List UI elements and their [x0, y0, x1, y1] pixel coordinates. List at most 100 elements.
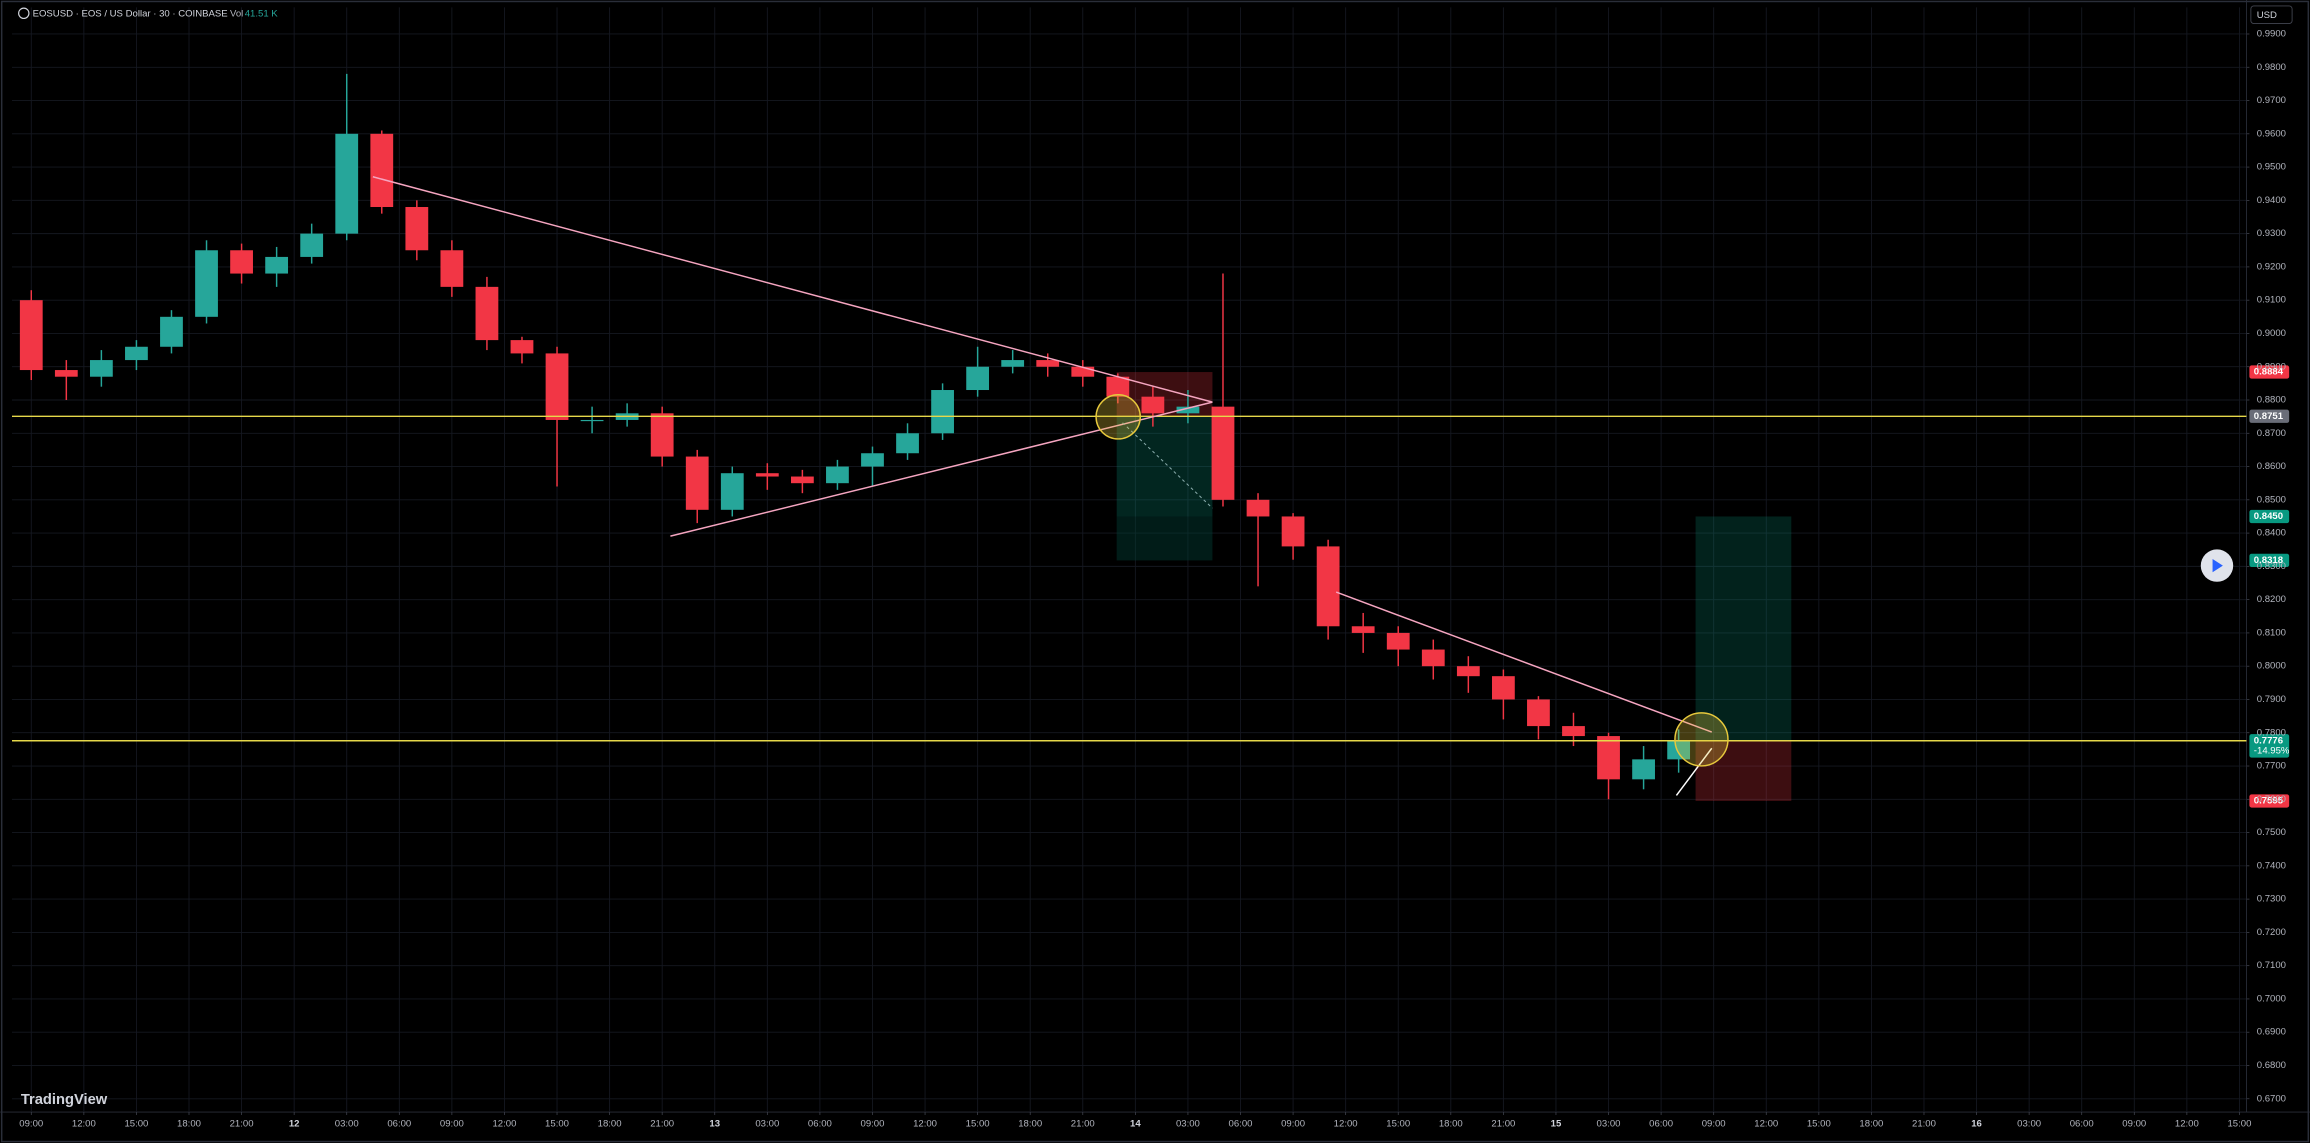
- logo: TradingView: [21, 1092, 108, 1108]
- x-tick-label: 14: [1130, 1118, 1141, 1129]
- target-zone: [1695, 516, 1792, 741]
- candle-body: [1071, 366, 1095, 377]
- candles: [19, 73, 1691, 800]
- target-zone: [1116, 416, 1213, 561]
- highlight-circle: [1095, 394, 1142, 440]
- candle-body: [826, 466, 849, 484]
- x-tick-label: 18:00: [1859, 1118, 1883, 1129]
- price-label-box: [2249, 734, 2290, 758]
- x-tick-label: 18:00: [1439, 1118, 1463, 1129]
- y-tick-label: 0.8800: [2257, 395, 2286, 406]
- y-tick-label: 0.9600: [2257, 128, 2286, 139]
- grid: [11, 7, 2247, 1113]
- volume-label: Vol: [230, 9, 243, 20]
- price-label-box: [2249, 409, 2290, 423]
- candle-body: [1562, 726, 1585, 737]
- trendline: [372, 176, 1213, 403]
- y-tick-label: 0.7300: [2257, 894, 2286, 905]
- x-tick-label: 12:00: [1334, 1118, 1358, 1129]
- x-tick-label: 09:00: [440, 1118, 464, 1129]
- x-tick-label: 12:00: [2175, 1118, 2199, 1129]
- x-tick-label: 03:00: [1597, 1118, 1621, 1129]
- x-tick-label: 16: [1971, 1118, 1982, 1129]
- candle-body: [1106, 376, 1130, 397]
- x-tick-label: 21:00: [1491, 1118, 1515, 1129]
- x-tick-label: 13: [709, 1118, 720, 1129]
- y-tick-label: 0.8400: [2257, 528, 2286, 539]
- x-tick-label: 15:00: [545, 1118, 569, 1129]
- price-labels: 0.8884 0.8751 0.8450 0.8318 0.7776-14.95% 0.7…: [2249, 365, 2290, 808]
- candle-body: [1351, 626, 1375, 633]
- y-tick-label: 0.7600: [2257, 794, 2286, 805]
- y-tick-label: 0.8000: [2257, 661, 2286, 672]
- trendline: [1675, 747, 1713, 796]
- candle-body: [1421, 649, 1445, 667]
- x-tick-label: 12: [289, 1118, 300, 1129]
- candle-body: [89, 360, 113, 377]
- y-tick-label: 0.7700: [2257, 761, 2286, 772]
- symbol-title: EOSUSD · EOS / US Dollar · 30 · COINBASE: [33, 9, 228, 20]
- x-tick-label: 18:00: [1018, 1118, 1042, 1129]
- y-tick-label: 0.9000: [2257, 328, 2286, 339]
- y-tick-label: 0.9500: [2257, 162, 2286, 173]
- candle-body: [1597, 736, 1620, 780]
- price-change: -14.95%: [2254, 746, 2290, 757]
- x-tick-label: 15:00: [1386, 1118, 1410, 1129]
- x-tick-label: 18:00: [177, 1118, 201, 1129]
- x-tick-label: 12:00: [1754, 1118, 1778, 1129]
- y-tick-label: 0.9300: [2257, 228, 2286, 239]
- y-tick-label: 0.9400: [2257, 195, 2286, 206]
- candle-body: [125, 346, 148, 361]
- y-tick-label: 0.8100: [2257, 627, 2286, 638]
- candle-body: [1141, 396, 1165, 414]
- y-tick-label: 0.9100: [2257, 295, 2286, 306]
- price-lines: [11, 415, 2247, 742]
- x-tick-label: 09:00: [19, 1118, 43, 1129]
- price-label: 0.8884: [2254, 367, 2284, 378]
- candle-body: [1246, 499, 1270, 517]
- header: EOSUSD · EOS / US Dollar · 30 · COINBASE…: [18, 7, 278, 20]
- x-tick-label: 21:00: [1071, 1118, 1095, 1129]
- highlight-circle: [1674, 712, 1729, 767]
- y-tick-label: 0.7400: [2257, 860, 2286, 871]
- drawings: [372, 176, 1729, 796]
- y-tick-label: 0.9800: [2257, 62, 2286, 73]
- candle-body: [1281, 516, 1305, 547]
- play-icon[interactable]: [2212, 558, 2223, 573]
- candle-body: [300, 233, 324, 257]
- x-tick-label: 06:00: [1649, 1118, 1673, 1129]
- x-tick-label: 15:00: [1807, 1118, 1831, 1129]
- trendline: [670, 401, 1213, 537]
- y-tick-label: 0.8700: [2257, 428, 2286, 439]
- price-label: 0.8318: [2254, 555, 2284, 566]
- candle-body: [720, 473, 744, 510]
- candle-body: [265, 256, 289, 274]
- currency-button[interactable]: [2250, 5, 2293, 25]
- currency[interactable]: USD: [2257, 10, 2277, 21]
- stop-zone: [1695, 740, 1792, 801]
- x-tick-label: 15:00: [966, 1118, 990, 1129]
- candle-body: [335, 133, 359, 234]
- x-tick-label: 06:00: [808, 1118, 832, 1129]
- candle-body: [1527, 699, 1550, 727]
- candle-body: [1667, 740, 1691, 760]
- candle-body: [685, 456, 709, 510]
- price-label: 0.8751: [2254, 411, 2284, 422]
- candle-body: [230, 250, 253, 274]
- target-zone-split: [1116, 516, 1213, 561]
- price-label: 0.7595: [2254, 795, 2284, 806]
- y-tick-label: 0.7800: [2257, 727, 2286, 738]
- y-tick-label: 0.9900: [2257, 29, 2286, 40]
- candle-body: [405, 207, 429, 251]
- x-tick-label: 06:00: [387, 1118, 411, 1129]
- price-label: 0.7776: [2254, 735, 2283, 746]
- x-tick-label: 03:00: [2017, 1118, 2041, 1129]
- candle-body: [19, 300, 43, 371]
- x-tick-label: 15:00: [2227, 1118, 2251, 1129]
- price-label-box: [2249, 365, 2290, 379]
- x-tick-label: 12:00: [72, 1118, 96, 1129]
- y-tick-label: 0.9700: [2257, 95, 2286, 106]
- x-tick-label: 09:00: [861, 1118, 885, 1129]
